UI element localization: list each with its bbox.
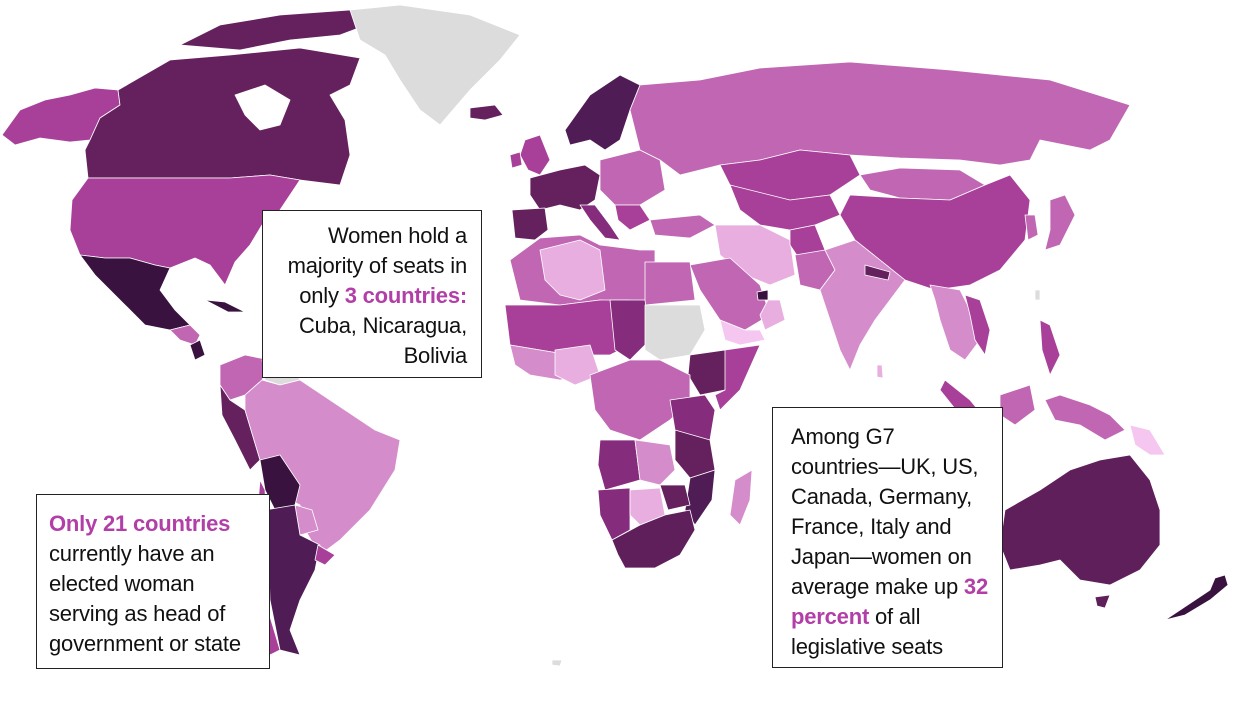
callout-line: percent of all xyxy=(791,602,992,632)
region-greenland xyxy=(349,4,521,126)
region-egypt xyxy=(644,261,696,306)
region-east-europe xyxy=(599,149,666,206)
callout-line: legislative seats xyxy=(791,634,943,659)
callout-line: Bolivia xyxy=(403,343,468,368)
region-russia xyxy=(629,61,1131,176)
region-iberia xyxy=(511,207,549,241)
region-southeast-asia xyxy=(929,284,981,361)
callout-line: currently have an xyxy=(49,541,215,566)
region-scandinavia xyxy=(564,74,641,151)
region-ireland xyxy=(509,151,523,169)
region-italy xyxy=(579,204,621,241)
region-turkey xyxy=(649,214,716,239)
highlight-21-countries: Only 21 countries xyxy=(49,511,231,536)
region-saudi xyxy=(689,257,771,331)
callout-line: majority of seats in xyxy=(287,253,468,278)
region-balkans xyxy=(614,204,651,231)
callout-line: France, Italy and xyxy=(791,514,952,539)
callout-text: of all xyxy=(869,604,921,629)
region-oman xyxy=(759,299,786,331)
region-central-america xyxy=(169,324,201,346)
callout-line: Cuba, Nicaragua, xyxy=(298,313,467,338)
region-uruguay xyxy=(314,544,336,566)
region-korea xyxy=(1024,214,1039,241)
region-sri-lanka xyxy=(876,364,884,379)
region-uae xyxy=(756,289,769,301)
region-mexico xyxy=(79,254,191,331)
region-namibia xyxy=(597,487,631,541)
callout-line: Canada, Germany, xyxy=(791,484,973,509)
callout-line: government or state xyxy=(49,631,241,656)
region-canada-arctic xyxy=(179,9,381,51)
callout-line: serving as head of xyxy=(49,601,226,626)
region-sulawesi-papua xyxy=(1044,394,1126,441)
region-vietnam xyxy=(964,294,991,356)
region-borneo xyxy=(999,384,1036,426)
region-australia xyxy=(999,454,1161,586)
region-angola xyxy=(597,439,641,491)
callout-line: average make up 32 xyxy=(791,572,992,602)
callout-line: Women hold a xyxy=(327,223,467,248)
region-hudson-bay xyxy=(234,84,291,131)
region-iran xyxy=(714,224,796,286)
region-chad xyxy=(609,299,651,361)
callout-majority-seats: Women hold a majority of seats in only 3… xyxy=(262,210,482,378)
region-tasmania xyxy=(1094,594,1111,609)
region-algeria xyxy=(539,239,606,301)
highlight-percent: percent xyxy=(791,604,870,629)
callout-g7-average: Among G7 countries—UK, US, Canada, Germa… xyxy=(772,407,1003,668)
region-zambia xyxy=(634,439,676,486)
region-philippines xyxy=(1039,319,1061,376)
callout-heads-of-government: Only 21 countries currently have an elec… xyxy=(36,494,270,669)
highlight-32: 32 xyxy=(963,574,988,599)
region-peru xyxy=(219,384,261,471)
region-taiwan xyxy=(1034,289,1041,301)
callout-line: only 3 countries: xyxy=(273,281,467,311)
callout-line: Among G7 xyxy=(791,424,895,449)
region-south-africa xyxy=(611,509,696,569)
region-somalia xyxy=(714,344,761,411)
highlight-3-countries: 3 countries: xyxy=(344,283,467,308)
region-antarctic-speck xyxy=(551,659,563,667)
callout-text: average make up xyxy=(791,574,964,599)
region-png xyxy=(1129,424,1166,456)
region-iceland xyxy=(469,104,504,121)
region-sudan xyxy=(644,304,706,361)
region-nigeria xyxy=(554,344,601,386)
region-nepal xyxy=(864,264,891,281)
callout-text: only xyxy=(299,283,345,308)
callout-line: elected woman xyxy=(49,571,195,596)
callout-line: Japan—women on xyxy=(791,544,972,569)
region-canada xyxy=(84,47,361,186)
region-new-zealand xyxy=(1164,574,1229,621)
region-cuba xyxy=(204,299,246,313)
region-zimbabwe xyxy=(659,484,691,511)
region-japan xyxy=(1044,194,1076,251)
callout-line: countries—UK, US, xyxy=(791,454,979,479)
region-madagascar xyxy=(729,469,753,526)
region-nicaragua xyxy=(189,339,206,361)
region-uk xyxy=(519,134,551,176)
region-yemen xyxy=(719,319,766,346)
